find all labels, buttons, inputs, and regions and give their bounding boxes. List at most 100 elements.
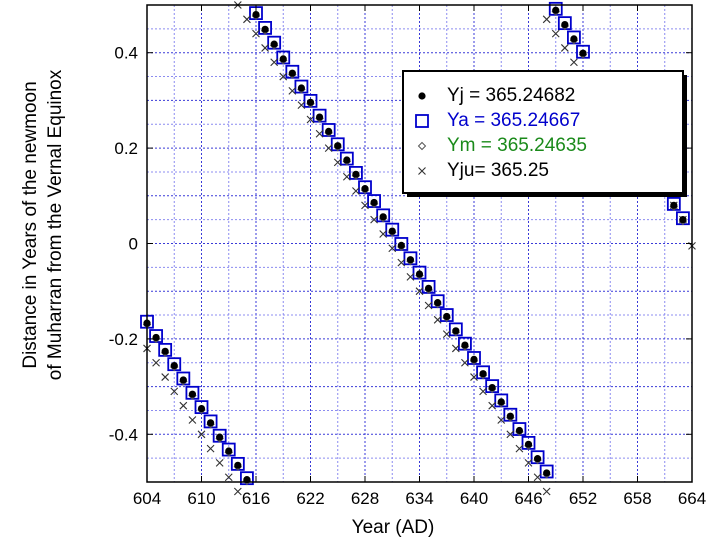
data-point-filled-circle: [497, 398, 505, 406]
data-point-x: [415, 287, 424, 296]
data-point-x: [433, 315, 442, 324]
data-point-filled-circle: [234, 461, 242, 469]
data-point-x: [424, 301, 433, 310]
axis-ticks: [146, 5, 693, 482]
data-point-filled-circle: [225, 447, 233, 455]
legend-marker-open-square: [415, 114, 429, 128]
y-tick-label: 0.4: [114, 44, 138, 63]
data-point-filled-circle: [334, 142, 342, 150]
data-point-filled-circle: [388, 227, 396, 235]
data-point-x: [161, 373, 170, 381]
data-point-x: [470, 373, 478, 381]
data-point-filled-circle: [379, 213, 387, 221]
data-point-x: [324, 144, 333, 152]
data-point-filled-circle: [461, 341, 469, 349]
data-point-x: [451, 344, 460, 353]
data-point-filled-circle: [579, 49, 587, 57]
data-point-filled-circle: [679, 216, 687, 224]
x-tick-label: 628: [351, 489, 379, 508]
data-point-filled-circle: [279, 55, 287, 63]
data-point-filled-circle: [533, 455, 542, 463]
data-point-filled-circle: [370, 198, 378, 207]
data-point-x: [333, 158, 342, 167]
data-point-x: [497, 416, 506, 424]
legend: Yj = 365.24682 Ya = 365.24667 Ym = 365.2…: [402, 70, 687, 197]
data-point-x: [224, 473, 233, 482]
data-point-filled-circle: [361, 185, 369, 193]
x-tick-label: 652: [569, 489, 597, 508]
data-point-filled-circle: [434, 299, 442, 307]
data-point-filled-circle: [524, 440, 533, 448]
data-point-x: [197, 430, 206, 439]
x-axis-label: Year (AD): [352, 517, 435, 538]
data-point-filled-circle: [443, 312, 451, 321]
data-point-filled-circle: [670, 201, 678, 209]
data-point-filled-circle: [325, 127, 333, 136]
data-point-filled-circle: [206, 419, 215, 427]
x-tick-label: 664: [678, 489, 706, 508]
data-point-x: [270, 58, 279, 67]
data-point-x: [233, 487, 242, 496]
legend-entry-yj: Yj = 365.24682: [447, 85, 575, 106]
data-point-x: [560, 44, 569, 52]
data-point-x: [388, 244, 397, 253]
tick-labels: 604 610 616 622 628 634 640 646 652 658 664 -0.4 -0.…: [109, 44, 706, 508]
data-point-filled-circle: [288, 69, 296, 77]
data-point-x: [397, 258, 406, 267]
data-point-x: [406, 273, 415, 281]
data-point-x: [542, 487, 551, 496]
data-point-filled-circle: [488, 383, 496, 392]
data-point-x: [342, 172, 351, 181]
data-point-filled-circle: [570, 35, 578, 43]
data-point-filled-circle: [261, 25, 269, 33]
legend-marker-open-diamond: [417, 141, 427, 151]
legend-entry-yju: Yju= 365.25: [447, 160, 549, 181]
x-tick-label: 658: [623, 489, 651, 508]
data-point-x: [170, 387, 179, 396]
data-point-filled-circle: [470, 355, 478, 364]
data-point-filled-circle: [479, 370, 487, 378]
data-point-x: [542, 15, 551, 24]
data-point-x: [461, 358, 469, 367]
data-point-x: [288, 86, 297, 95]
data-point-filled-circle: [543, 469, 551, 477]
data-point-x: [315, 129, 324, 138]
legend-entry-ym: Ym = 365.24635: [447, 135, 587, 156]
x-tick-label: 634: [405, 489, 433, 508]
data-point-filled-circle: [152, 333, 160, 342]
data-point-filled-circle: [506, 412, 514, 420]
data-point-x: [306, 115, 315, 124]
data-point-filled-circle: [415, 270, 424, 278]
x-tick-label: 622: [296, 489, 324, 508]
data-point-filled-circle: [343, 156, 351, 164]
y-tick-label: -0.2: [109, 330, 138, 349]
data-point-filled-circle: [452, 327, 460, 335]
data-point-x: [152, 358, 160, 367]
y-axis-label-line1: Distance in Years of the newmoon: [20, 81, 41, 368]
data-point-x: [515, 444, 524, 453]
data-point-x: [206, 444, 215, 453]
data-point-filled-circle: [188, 390, 197, 398]
x-tick-label: 604: [133, 489, 161, 508]
data-point-filled-circle: [424, 284, 433, 292]
data-point-filled-circle: [270, 40, 278, 48]
legend-entry-ya: Ya = 365.24667: [447, 110, 580, 131]
x-tick-label: 616: [242, 489, 270, 508]
data-point-filled-circle: [216, 433, 224, 441]
y-tick-label: 0.2: [114, 139, 138, 158]
data-point-x: [506, 430, 515, 439]
data-point-filled-circle: [179, 376, 187, 384]
data-point-filled-circle: [515, 426, 524, 435]
y-tick-label: 0: [129, 235, 138, 254]
data-point-filled-circle: [197, 404, 206, 413]
data-point-filled-circle: [252, 10, 260, 19]
data-point-filled-circle: [306, 98, 315, 106]
x-tick-label: 610: [187, 489, 215, 508]
data-point-x: [252, 29, 260, 38]
y-axis-label-line2: of Muharran from the Vernal Equinox: [45, 69, 66, 380]
data-point-filled-circle: [397, 241, 405, 250]
legend-marker-x: [418, 167, 426, 175]
data-point-filled-circle: [170, 362, 178, 370]
data-point-x: [479, 387, 487, 396]
